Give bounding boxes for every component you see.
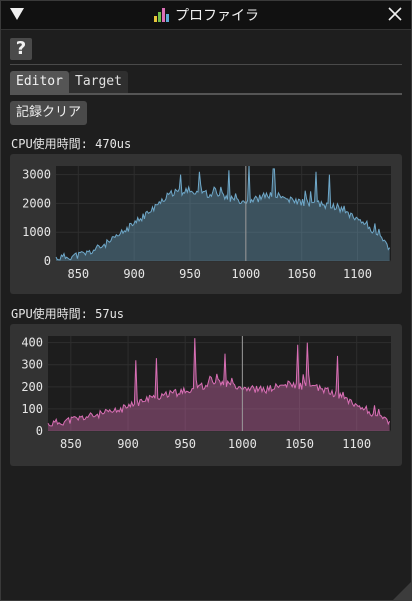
y-tick-label: 400 — [21, 336, 43, 350]
gpu-plot-frame: 0 100 200 300 400 850 900 950 1000 1050 1100 — [10, 324, 402, 466]
title-bar[interactable]: プロファイラ — [1, 1, 411, 30]
x-tick-label: 1050 — [287, 267, 316, 281]
cpu-chart[interactable]: 0 1000 2000 3000 850 900 950 1000 1050 1100 — [10, 154, 402, 294]
x-tick-label: 850 — [60, 437, 82, 451]
x-tick-label: 900 — [123, 267, 145, 281]
tab-editor[interactable]: Editor — [10, 71, 69, 93]
bar-chart-icon — [154, 8, 169, 22]
cpu-time-label: CPU使用時間: 470us — [11, 137, 132, 151]
y-tick-label: 100 — [21, 402, 43, 416]
x-tick-label: 950 — [179, 267, 201, 281]
x-tick-label: 1000 — [228, 437, 257, 451]
y-tick-label: 3000 — [22, 168, 51, 182]
plot-area — [48, 336, 391, 431]
clear-record-button[interactable]: 記録クリア — [10, 101, 88, 125]
series-area — [56, 166, 390, 261]
gpu-time-label: GPU使用時間: 57us — [11, 307, 125, 321]
tab-bar-underline — [10, 93, 402, 95]
y-tick-label: 2000 — [22, 196, 51, 210]
y-tick-label: 200 — [21, 380, 43, 394]
tab-target[interactable]: Target — [69, 71, 128, 93]
x-tick-label: 1100 — [342, 437, 371, 451]
separator — [10, 64, 402, 65]
x-tick-label: 1100 — [343, 267, 372, 281]
y-tick-label: 0 — [36, 424, 43, 438]
x-tick-label: 1050 — [285, 437, 314, 451]
y-tick-label: 1000 — [22, 225, 51, 239]
y-tick-label: 300 — [21, 358, 43, 372]
x-tick-label: 1000 — [231, 267, 260, 281]
x-tick-label: 900 — [117, 437, 139, 451]
gpu-chart[interactable]: 0 100 200 300 400 850 900 950 1000 1050 1100 — [10, 324, 402, 466]
series-line — [47, 338, 391, 427]
series-area — [48, 338, 390, 431]
close-icon[interactable] — [387, 6, 403, 22]
cpu-plot-frame: 0 1000 2000 3000 850 900 950 1000 1050 1100 — [10, 154, 402, 294]
triangle-down-icon[interactable] — [10, 8, 24, 20]
y-tick-label: 0 — [44, 254, 51, 268]
x-tick-label: 850 — [67, 267, 89, 281]
help-button[interactable]: ? — [10, 38, 32, 60]
window-title: プロファイラ — [175, 8, 259, 24]
plot-area — [56, 166, 391, 261]
x-tick-label: 950 — [174, 437, 196, 451]
resize-grip[interactable] — [393, 582, 411, 600]
series-line — [55, 165, 391, 261]
